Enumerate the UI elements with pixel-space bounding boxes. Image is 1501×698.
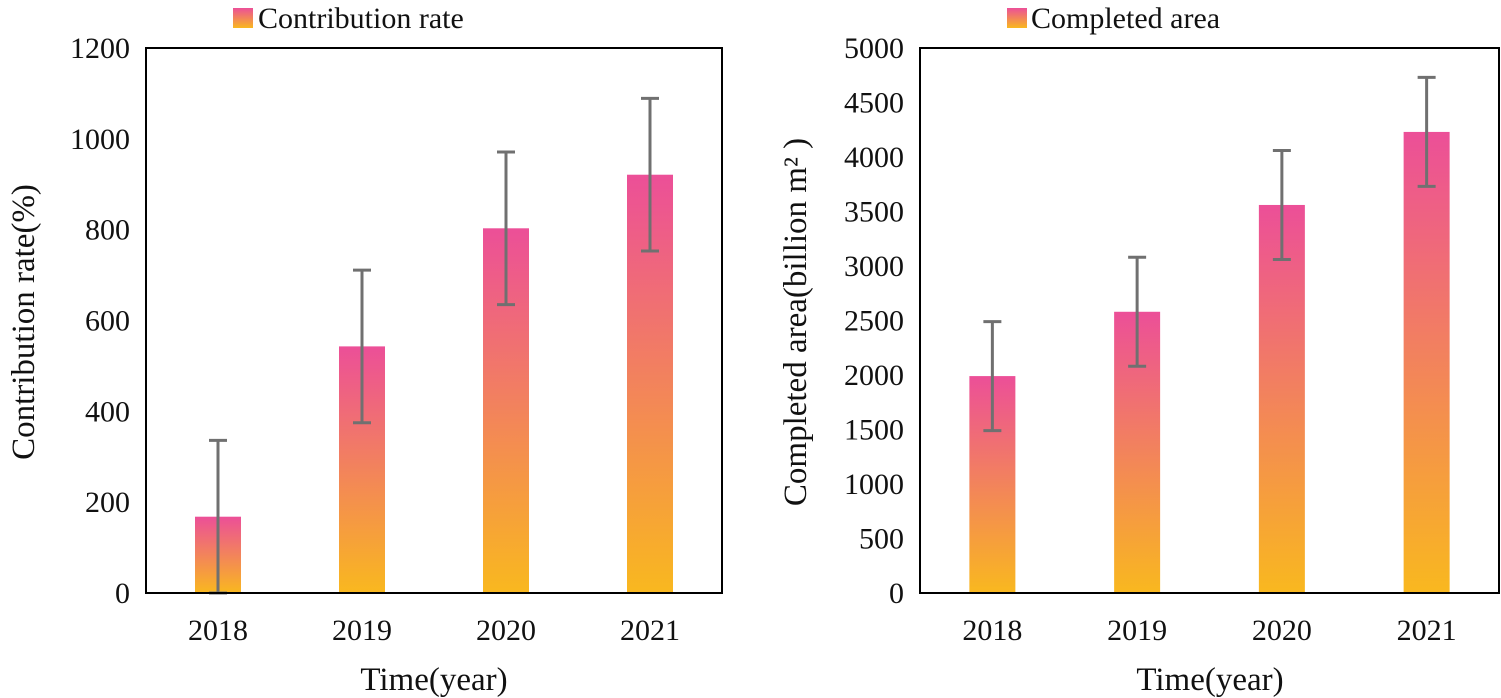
x-axis-label: Time(year) xyxy=(360,662,507,698)
x-tick-label: 2019 xyxy=(332,614,392,647)
x-tick-label: 2018 xyxy=(188,614,248,647)
legend-label: Contribution rate xyxy=(258,2,464,35)
x-axis-label: Time(year) xyxy=(1136,662,1283,698)
x-tick-label: 2021 xyxy=(620,614,680,647)
y-tick-label: 1000 xyxy=(844,468,904,501)
y-tick-label: 5000 xyxy=(844,32,904,65)
x-tick-label: 2020 xyxy=(1252,614,1312,647)
plot-frame xyxy=(145,47,723,594)
legend: Completed area xyxy=(1007,2,1220,35)
y-tick-label: 200 xyxy=(85,486,130,519)
plot-frame xyxy=(919,47,1500,594)
y-tick-label: 400 xyxy=(85,395,130,428)
x-tick-label: 2019 xyxy=(1107,614,1167,647)
y-axis-label: Contribution rate(%) xyxy=(6,184,42,460)
y-tick-label: 2000 xyxy=(844,359,904,392)
y-tick-label: 800 xyxy=(85,214,130,247)
legend-label: Completed area xyxy=(1031,2,1220,35)
bar-2021 xyxy=(1403,131,1450,593)
y-tick-label: 1500 xyxy=(844,414,904,447)
y-tick-label: 4500 xyxy=(844,87,904,120)
y-tick-label: 2500 xyxy=(844,305,904,338)
x-tick-label: 2021 xyxy=(1397,614,1457,647)
y-axis-label: Completed area(billion m² ) xyxy=(778,138,814,506)
plot-area: 0 500 1000 1500 2000 2500 3000 3500 4000 4500 5000… xyxy=(844,32,1500,647)
y-tick-label: 600 xyxy=(85,305,130,338)
y-tick-label: 3000 xyxy=(844,250,904,283)
y-tick-label: 1200 xyxy=(70,32,130,65)
y-tick-label: 4000 xyxy=(844,141,904,174)
y-tick-label: 3500 xyxy=(844,196,904,229)
x-tick-label: 2018 xyxy=(962,614,1022,647)
plot-area: 0 200 400 600 800 1000 1200 2018 2019 2020 2021 xyxy=(70,32,723,647)
y-tick-label: 0 xyxy=(115,577,130,610)
legend-swatch xyxy=(1007,8,1027,28)
contribution-rate-chart: Contribution rate 0 200 400 600 800 1000 1200 2… xyxy=(6,2,723,698)
x-tick-label: 2020 xyxy=(476,614,536,647)
legend: Contribution rate xyxy=(233,2,464,35)
legend-swatch xyxy=(233,8,253,28)
bar-2020 xyxy=(1258,204,1305,593)
y-tick-label: 0 xyxy=(889,577,904,610)
y-tick-label: 1000 xyxy=(70,123,130,156)
completed-area-chart: Completed area 0 500 1000 1500 2000 2500 3000 3… xyxy=(778,2,1500,698)
y-tick-label: 500 xyxy=(859,523,904,556)
